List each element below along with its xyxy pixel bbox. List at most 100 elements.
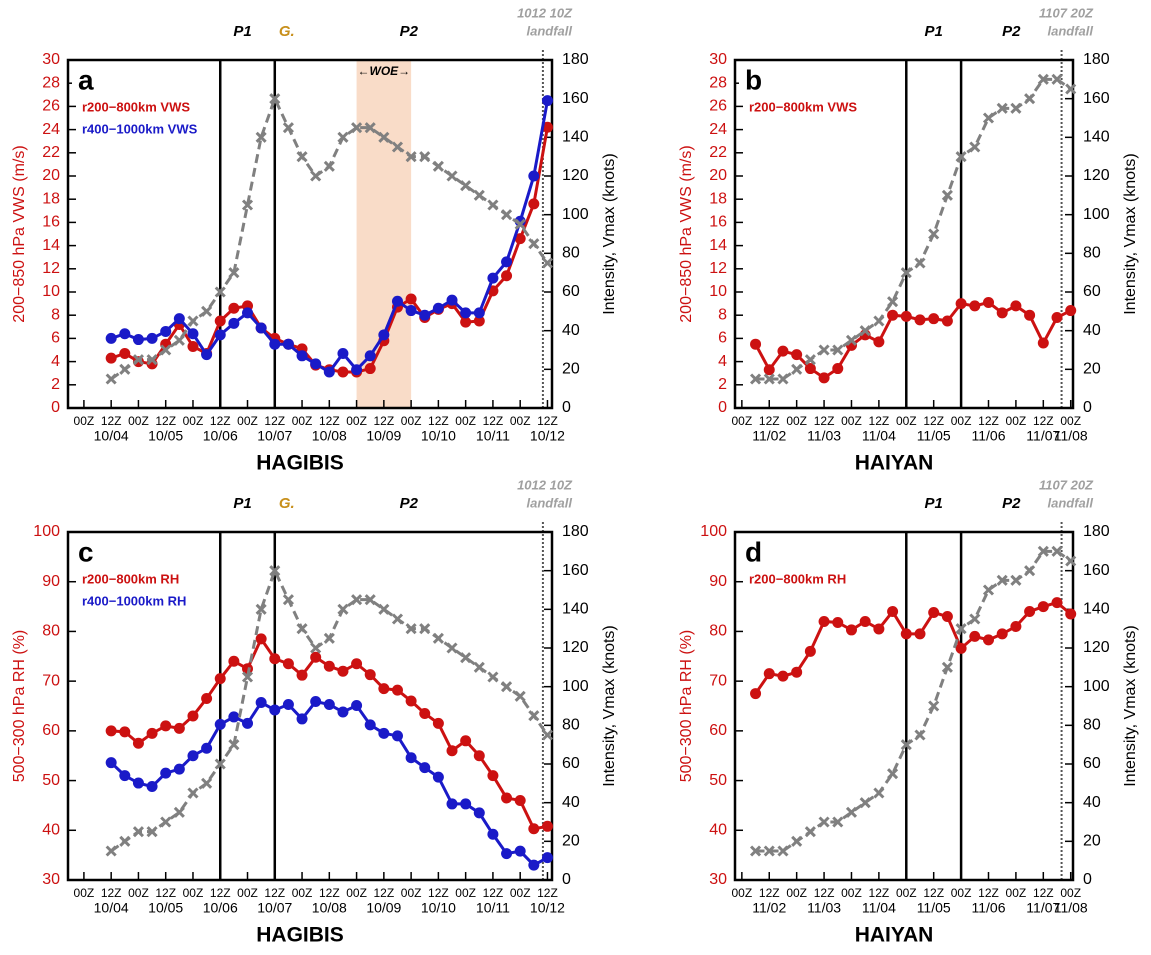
series-marker [1037,601,1049,613]
intensity-line [755,77,1072,381]
panel-label: b [745,64,762,95]
x-date-label: 10/07 [257,428,292,444]
period-label: P2 [1002,23,1021,40]
y-tick-label: 100 [700,523,727,540]
intensity-marker [749,373,762,385]
legend-entry: r400−1000km RH [82,593,186,608]
y-tick-label: 80 [709,623,727,640]
series-marker [187,750,199,762]
intensity-marker [749,845,762,857]
series-marker [1051,312,1063,324]
series-marker [419,309,431,321]
series-marker [460,735,472,747]
y-tick-label: 24 [709,121,727,138]
y2-tick-label: 140 [1083,601,1110,618]
y2-tick-label: 120 [562,639,589,656]
intensity-marker [914,257,926,269]
y-tick-label: 30 [709,51,727,68]
series-marker [473,315,485,327]
intensity-marker [446,642,458,654]
series-marker [173,722,185,734]
intensity-marker [928,228,940,240]
series-marker [818,372,830,384]
intensity-marker [282,122,294,134]
plot-frame [66,530,554,882]
y2-tick-label: 160 [562,562,589,579]
y-tick-label: 28 [709,74,727,91]
x-tick-label: 00Z [401,886,422,900]
intensity-marker [187,315,199,327]
x-date-label: 11/08 [1054,900,1088,916]
series-marker [214,315,226,327]
series-marker [432,771,444,783]
series-marker [873,623,885,635]
series-marker [791,349,803,361]
series-marker [146,332,158,344]
y2-tick-label: 180 [562,523,589,540]
legend-entry: r200−800km RH [749,571,846,586]
y2-tick-label: 80 [1083,717,1101,734]
y2-tick-label: 80 [562,717,580,734]
series-marker [541,852,553,864]
y2-tick-label: 180 [1083,51,1110,68]
series-marker [214,718,226,730]
panel-label-box [739,536,769,570]
series-marker [310,696,322,708]
intensity-marker [487,199,499,211]
x-date-label: 10/10 [421,428,456,444]
panel-label: c [78,536,94,567]
series-marker [432,302,444,314]
x-tick-label: 00Z [732,414,753,428]
series-marker [391,295,403,307]
intensity-marker [832,344,844,356]
series-marker [859,615,871,627]
panel-title: HAIYAN [855,924,934,947]
y-tick-label: 0 [718,399,727,416]
x-tick-label: 00Z [841,414,862,428]
intensity-marker [941,189,953,201]
series-marker [473,307,485,319]
series-marker [255,633,267,645]
series-marker [969,630,981,642]
x-tick-label: 00Z [732,886,753,900]
intensity-marker [1010,574,1022,586]
intensity-marker [214,286,226,298]
panel-title: HAGIBIS [256,924,344,947]
intensity-marker [378,131,390,143]
x-tick-label: 00Z [786,886,807,900]
x-date-label: 10/08 [312,900,347,916]
intensity-marker [845,806,858,818]
intensity-marker [1037,73,1049,85]
series-marker [173,763,185,775]
x-date-label: 11/03 [807,900,841,916]
x-tick-label: 12Z [537,414,558,428]
plot-frame [733,58,1075,410]
y2-tick-label: 20 [1083,833,1101,850]
panel-title: HAIYAN [855,452,934,475]
intensity-marker [173,334,185,346]
series-marker [269,338,281,350]
series-marker [887,309,899,321]
series-marker [119,770,131,782]
y-tick-label: 6 [51,330,60,347]
series-marker [242,717,254,729]
x-date-label: 10/09 [366,428,401,444]
x-tick-label: 00Z [183,414,204,428]
x-date-label: 11/06 [972,428,1006,444]
series-marker [541,820,553,832]
y-axis-title: 200−850 hPa VWS (m/s) [678,145,695,322]
panel-label: d [745,536,762,567]
y2-tick-label: 100 [1083,206,1110,223]
intensity-marker [500,681,513,693]
y-tick-label: 12 [709,260,727,277]
y-tick-label: 14 [709,237,727,254]
series-marker [791,666,803,678]
y-tick-label: 10 [42,283,60,300]
series-marker [364,669,376,681]
series-line [754,600,1072,695]
series-marker [337,665,349,677]
series-marker [487,828,499,840]
intensity-marker [804,354,816,366]
intensity-marker [528,710,540,722]
